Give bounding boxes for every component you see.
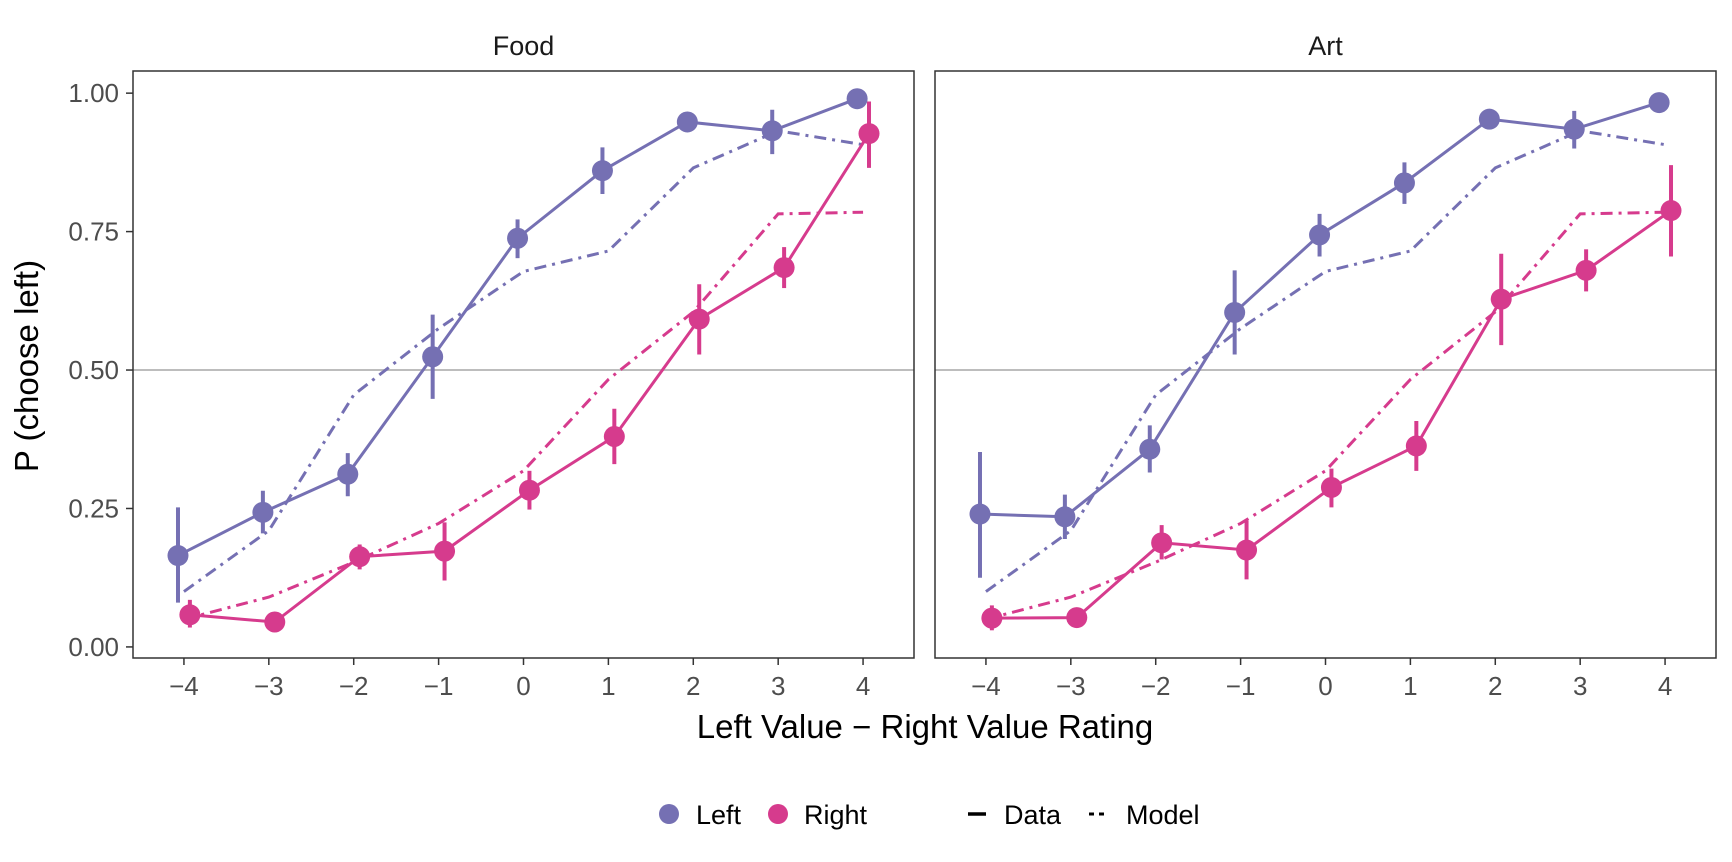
legend-model-label: Model <box>1126 800 1200 830</box>
data-point-left <box>1309 224 1331 246</box>
plot-area <box>935 71 1716 658</box>
x-axis-title: Left Value − Right Value Rating <box>697 708 1154 745</box>
x-tick-label: 3 <box>1573 671 1587 701</box>
data-point-left <box>591 160 613 182</box>
data-point-left <box>1393 172 1415 194</box>
panel-food: Food −4 −3 −2 −1 0 1 2 3 4 0.00 0.25 0.50 0.75 1.00 <box>68 31 915 701</box>
x-tick-label: 1 <box>1403 671 1417 701</box>
y-tick-label: 0.25 <box>68 493 119 523</box>
x-tick-label: −3 <box>1056 671 1086 701</box>
model-line-right <box>985 210 1666 621</box>
y-axis-title: P (choose left) <box>8 260 45 472</box>
data-point-left <box>1224 301 1246 323</box>
y-tick-label: 1.00 <box>68 78 119 108</box>
data-point-left <box>167 545 189 567</box>
x-tick-label: 4 <box>856 671 870 701</box>
plot-area <box>133 71 914 658</box>
model-line-right <box>183 210 864 621</box>
data-point-right <box>773 257 795 279</box>
data-point-left <box>969 503 991 525</box>
data-point-right <box>434 540 456 562</box>
data-point-right <box>603 425 625 447</box>
x-tick-label: 3 <box>771 671 785 701</box>
x-tick-label: −1 <box>424 671 454 701</box>
data-point-right <box>1660 200 1682 222</box>
legend: Left Right Data Model <box>659 800 1200 830</box>
data-point-left <box>1478 108 1500 130</box>
data-point-right <box>1151 532 1173 554</box>
data-point-right <box>981 607 1003 629</box>
data-point-left <box>1648 92 1670 114</box>
data-point-left <box>846 88 868 110</box>
x-tick-label: 2 <box>1488 671 1502 701</box>
panel-title-food: Food <box>493 31 555 61</box>
data-point-left <box>337 463 359 485</box>
data-point-right <box>1066 607 1088 629</box>
data-point-left <box>1563 118 1585 140</box>
y-tick-label: 0.00 <box>68 632 119 662</box>
data-point-left <box>761 120 783 142</box>
legend-right-label: Right <box>804 800 868 830</box>
data-point-left <box>1139 438 1161 460</box>
x-tick-label: 2 <box>686 671 700 701</box>
y-tick-label: 0.50 <box>68 355 119 385</box>
x-tick-label: −2 <box>339 671 369 701</box>
legend-right-swatch <box>768 804 788 824</box>
data-point-right <box>349 546 371 568</box>
data-point-right <box>1320 476 1342 498</box>
data-point-right <box>518 479 540 501</box>
data-point-right <box>1405 435 1427 457</box>
legend-left-label: Left <box>696 800 742 830</box>
data-point-right <box>1490 288 1512 310</box>
x-tick-label: −2 <box>1141 671 1171 701</box>
x-tick-label: 0 <box>1318 671 1332 701</box>
x-tick-label: −4 <box>169 671 199 701</box>
data-point-left <box>252 501 274 523</box>
data-point-left <box>1054 506 1076 528</box>
data-point-right <box>1236 539 1258 561</box>
panel-art: Art −4 −3 −2 −1 0 1 2 3 4 <box>934 31 1717 701</box>
data-point-left <box>422 346 444 368</box>
panel-title-art: Art <box>1308 31 1343 61</box>
data-point-right <box>1575 259 1597 281</box>
x-tick-label: 4 <box>1658 671 1672 701</box>
legend-data-label: Data <box>1004 800 1062 830</box>
data-point-right <box>688 308 710 330</box>
data-point-right <box>264 611 286 633</box>
x-tick-label: −1 <box>1226 671 1256 701</box>
x-tick-label: −4 <box>971 671 1001 701</box>
x-tick-label: −3 <box>254 671 284 701</box>
data-point-right <box>179 604 201 626</box>
data-point-right <box>858 123 880 145</box>
x-tick-label: 0 <box>516 671 530 701</box>
x-tick-label: 1 <box>601 671 615 701</box>
panel-border <box>132 70 915 659</box>
panel-border <box>934 70 1717 659</box>
data-point-left <box>676 111 698 133</box>
data-point-left <box>507 227 529 249</box>
y-tick-label: 0.75 <box>68 217 119 247</box>
legend-left-swatch <box>659 804 679 824</box>
